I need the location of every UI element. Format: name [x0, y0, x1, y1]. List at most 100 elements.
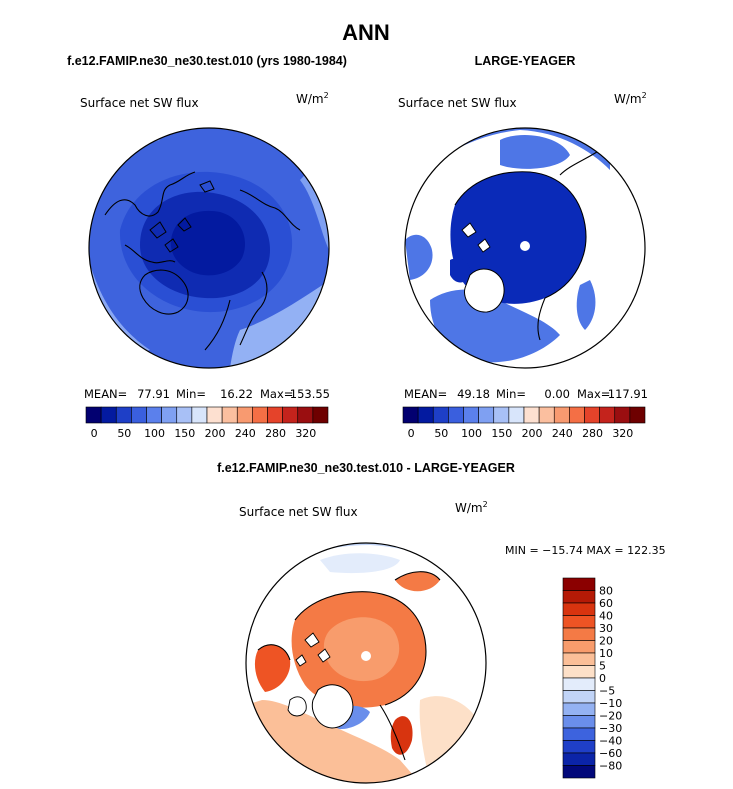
panel-1-colorbar-box — [221, 406, 238, 424]
panel-2-colorbar-box — [402, 406, 419, 424]
panel-3-colorbar-tick-label: 20 — [599, 635, 613, 648]
panel-2-min-value: 0.00 — [544, 387, 570, 401]
panel-1-colorbar-box — [146, 406, 162, 424]
panel-2-colorbar-box — [417, 406, 434, 424]
panel-1-colorbar-tick-label: 320 — [295, 427, 316, 440]
panel-1-colorbar-tick-label: 200 — [205, 427, 226, 440]
panel-3-colorbar-tick-label: 10 — [599, 647, 613, 660]
panel-2-subtitle: LARGE-YEAGER — [475, 54, 576, 68]
panel-2-map-boundary — [404, 127, 646, 369]
panel-2-mean-label: MEAN= — [404, 387, 447, 401]
panel-2: LARGE-YEAGER Surface net SW flux W/m2 ME… — [398, 54, 648, 440]
panel-1-colorbar-tick-label: 150 — [174, 427, 195, 440]
panel-1-map — [89, 128, 329, 368]
panel-1-min-value: 16.22 — [220, 387, 253, 401]
panel-1-field-darkest-core — [170, 210, 246, 276]
panel-1-colorbar-box — [191, 406, 208, 424]
panel-3-colorbar-tick-label: −40 — [599, 735, 622, 748]
panel-1-min-label: Min= — [176, 387, 206, 401]
panel-1-field-label: Surface net SW flux — [80, 96, 199, 110]
panel-2-colorbar-box — [553, 406, 570, 424]
panel-1-mean-label: MEAN= — [84, 387, 127, 401]
panel-3-colorbar-box — [562, 715, 596, 729]
panel-1-colorbar-tick-label: 50 — [117, 427, 131, 440]
figure-title: ANN — [342, 20, 390, 45]
panel-2-colorbar-box — [599, 406, 616, 424]
panel-3-diff-northeast-positive — [395, 571, 440, 592]
panel-1-colorbar-tick-label: 240 — [235, 427, 256, 440]
panel-2-field-label: Surface net SW flux — [398, 96, 517, 110]
panel-3-colorbar-box — [562, 590, 596, 604]
panel-2-colorbar-box — [463, 406, 479, 424]
panel-1-colorbar-box — [100, 406, 117, 424]
panel-3-pole-marker — [361, 651, 371, 661]
panel-2-colorbar-box — [538, 406, 555, 424]
panel-2-land-greenland — [464, 268, 505, 313]
panel-2-map — [405, 128, 645, 368]
panel-1-coastline-archipelago — [149, 180, 215, 253]
panel-2-mean-value: 49.18 — [457, 387, 490, 401]
panel-3-colorbar-box — [562, 577, 596, 591]
panel-1-subtitle: f.e12.FAMIP.ne30_ne30.test.010 (yrs 1980… — [67, 54, 347, 68]
panel-1-colorbar-box — [131, 406, 147, 424]
panel-3-colorbar-box — [562, 727, 596, 741]
panel-2-coastline-sea-ice — [454, 171, 587, 299]
panel-3-land-archipelago — [295, 632, 331, 667]
panel-3-diff-west-coast — [254, 644, 291, 692]
panel-3-colorbar-tick-label: −10 — [599, 697, 622, 710]
panel-3-colorbar-box — [562, 677, 596, 691]
panel-1-colorbar-tick-label: 280 — [265, 427, 286, 440]
panel-1-stats: MEAN= 77.91 Min= 16.22 Max= 153.55 — [84, 387, 330, 401]
panel-3-colorbar-tick-label: 0 — [599, 672, 606, 685]
panel-1-coastline-north-america — [104, 171, 196, 264]
panel-1-colorbar-box — [236, 406, 253, 424]
panel-1-colorbar-tick-label: 0 — [91, 427, 98, 440]
panel-1-colorbar-box — [312, 406, 329, 424]
panel-1-colorbar-box — [252, 406, 268, 424]
panel-2-max-label: Max= — [577, 387, 610, 401]
panel-2-colorbar-tick-label: 50 — [434, 427, 448, 440]
panel-3-colorbar-box — [562, 615, 596, 629]
panel-2-colorbar-box — [629, 406, 646, 424]
panel-3-colorbar-box — [562, 652, 596, 666]
panel-2-colorbar-tick-label: 200 — [522, 427, 543, 440]
panel-3-coastline — [257, 571, 441, 761]
panel-3-colorbar-tick-label: −80 — [599, 760, 622, 773]
panel-3-colorbar-tick-label: 80 — [599, 585, 613, 598]
panel-2-open-ocean-north-lobe — [500, 135, 570, 169]
panel-1-colorbar-box — [282, 406, 299, 424]
panel-1-colorbar-box — [85, 406, 102, 424]
panel-3-colorbar-tick-label: 60 — [599, 597, 613, 610]
panel-1-colorbar-box — [267, 406, 283, 424]
panel-3-colorbar-box — [562, 690, 596, 704]
panel-3-colorbar-tick-label: 5 — [599, 660, 606, 673]
panel-3-units: W/m2 — [455, 500, 488, 515]
panel-2-pole-marker — [520, 241, 530, 251]
panel-2-sea-ice-baffin — [450, 258, 471, 283]
panel-1-mean-value: 77.91 — [137, 387, 170, 401]
panel-2-open-ocean-atlantic — [430, 289, 560, 363]
panel-1-colorbar-box — [297, 406, 314, 424]
panel-2-land-archipelago — [461, 222, 491, 253]
panel-2-colorbar-box — [614, 406, 631, 424]
panel-3-colorbar-tick-label: −60 — [599, 747, 622, 760]
panel-2-coastline-siberia — [537, 149, 601, 341]
panel-2-colorbar-tick-label: 150 — [491, 427, 512, 440]
panel-3-field-label: Surface net SW flux — [239, 505, 358, 519]
panel-1-colorbar-tick-label: 100 — [144, 427, 165, 440]
panel-2-colorbar-tick-label: 240 — [552, 427, 573, 440]
panel-2-stats: MEAN= 49.18 Min= 0.00 Max= 117.91 — [404, 387, 648, 401]
panel-3-colorbar-box — [562, 765, 596, 779]
panel-3-diff-arctic-center — [323, 617, 400, 682]
panel-1-max-value: 153.55 — [290, 387, 330, 401]
panel-1-colorbar-box — [206, 406, 223, 424]
panel-3-min-max-text: MIN = −15.74 MAX = 122.35 — [505, 544, 666, 557]
panel-2-colorbar-box — [432, 406, 449, 424]
panel-1-colorbar: 0 50 100 150 200 240 280 320 — [85, 406, 329, 440]
panel-3-colorbar-box — [562, 602, 596, 616]
panel-3-land-baffin — [287, 696, 307, 717]
panel-2-units: W/m2 — [614, 91, 647, 106]
panel-2-colorbar-tick-label: 0 — [408, 427, 415, 440]
panel-2-colorbar-box — [569, 406, 585, 424]
